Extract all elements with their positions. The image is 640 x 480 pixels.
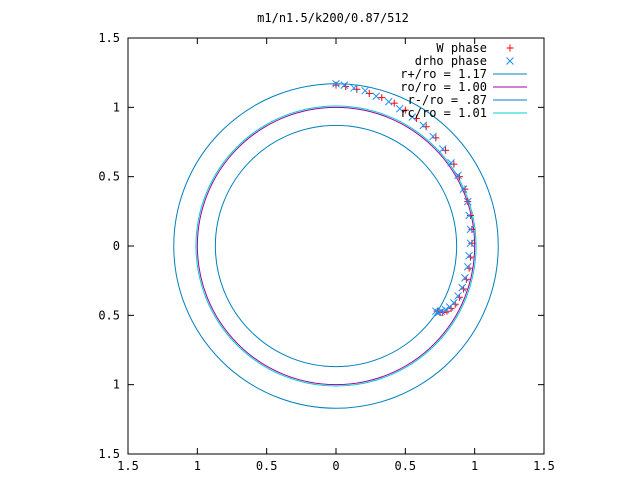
y-tick-label: 1 xyxy=(113,378,120,392)
drho-phase-point xyxy=(350,84,358,92)
drho-phase-point xyxy=(463,197,472,206)
drho-phase-point xyxy=(459,185,468,194)
drho-phase-point xyxy=(408,113,417,121)
drho-phase-point xyxy=(454,292,462,300)
drho-phase-point xyxy=(458,283,467,292)
drho-phase-point xyxy=(441,305,450,314)
w-phase-point xyxy=(468,225,476,233)
w-phase-point xyxy=(390,99,398,107)
legend-swatch xyxy=(506,57,514,65)
radius-circle xyxy=(214,124,458,368)
drho-phase-point xyxy=(361,86,369,95)
drho-phase-point xyxy=(340,81,349,90)
x-tick-label: 1 xyxy=(471,459,478,473)
x-tick-label: 0.5 xyxy=(394,459,416,473)
y-axis: 1.5 1 0.5 0 0.5 1 1.5 xyxy=(98,31,544,461)
legend-label: W phase xyxy=(436,41,487,55)
y-tick-label: 1.5 xyxy=(98,447,120,461)
w-phase-point xyxy=(353,85,361,93)
drho-phase-point xyxy=(454,171,462,180)
w-phase-point xyxy=(442,146,450,154)
legend-label: ro/ro = 1.00 xyxy=(400,80,487,94)
drho-phase-point xyxy=(445,303,454,311)
w-phase-point xyxy=(461,185,469,193)
drho-phase-point xyxy=(395,104,404,113)
w-phase-point xyxy=(332,81,340,89)
drho-phase-point xyxy=(332,79,340,88)
legend-label: r+/ro = 1.17 xyxy=(400,67,487,81)
drho-phase-point xyxy=(463,262,472,271)
x-tick-label: 1 xyxy=(194,459,201,473)
drho-phase-point xyxy=(419,121,428,130)
drho-phase-point xyxy=(466,225,475,234)
drho-phase-point xyxy=(465,251,473,260)
radius-circles xyxy=(173,83,499,409)
radius-circle xyxy=(195,105,477,387)
drho-phase-point xyxy=(384,97,393,106)
w-phase-point xyxy=(468,239,476,247)
w-phase-point xyxy=(378,94,386,102)
y-tick-label: 0.5 xyxy=(98,170,120,184)
w-phase-point xyxy=(365,89,373,97)
y-tick-label: 0 xyxy=(113,239,120,253)
drho-phase-point xyxy=(461,274,469,282)
y-tick-label: 1 xyxy=(113,100,120,114)
w-phase-point xyxy=(422,123,430,131)
legend-swatch xyxy=(506,44,514,52)
legend-label: drho phase xyxy=(415,54,487,68)
drho-phase-point xyxy=(438,145,447,153)
w-phase-point xyxy=(432,134,440,142)
w-phase-point xyxy=(467,211,475,219)
drho-phase-point xyxy=(466,239,475,248)
y-tick-label: 1.5 xyxy=(98,31,120,45)
x-tick-label: 0.5 xyxy=(256,459,278,473)
w-phase-point xyxy=(401,106,409,114)
x-tick-label: 0 xyxy=(332,459,339,473)
legend-label: rc/ro = 1.01 xyxy=(400,106,487,120)
x-tick-label: 1.5 xyxy=(117,459,139,473)
drho-phase-point xyxy=(372,92,381,101)
phase-markers xyxy=(332,79,476,317)
x-axis: 1.5 1 0.5 0 0.5 1 1.5 xyxy=(117,38,555,473)
legend-label: r-/ro = .87 xyxy=(408,93,487,107)
w-phase-point xyxy=(450,160,458,168)
x-tick-label: 1.5 xyxy=(533,459,555,473)
chart-title: m1/n1.5/k200/0.87/512 xyxy=(257,11,409,25)
drho-phase-point xyxy=(429,132,437,141)
y-tick-label: 0.5 xyxy=(98,308,120,322)
radius-circle xyxy=(173,83,499,409)
radius-circle xyxy=(196,106,476,386)
drho-phase-point xyxy=(431,307,440,316)
drho-phase-point xyxy=(447,158,455,167)
drho-phase-point xyxy=(465,211,473,220)
